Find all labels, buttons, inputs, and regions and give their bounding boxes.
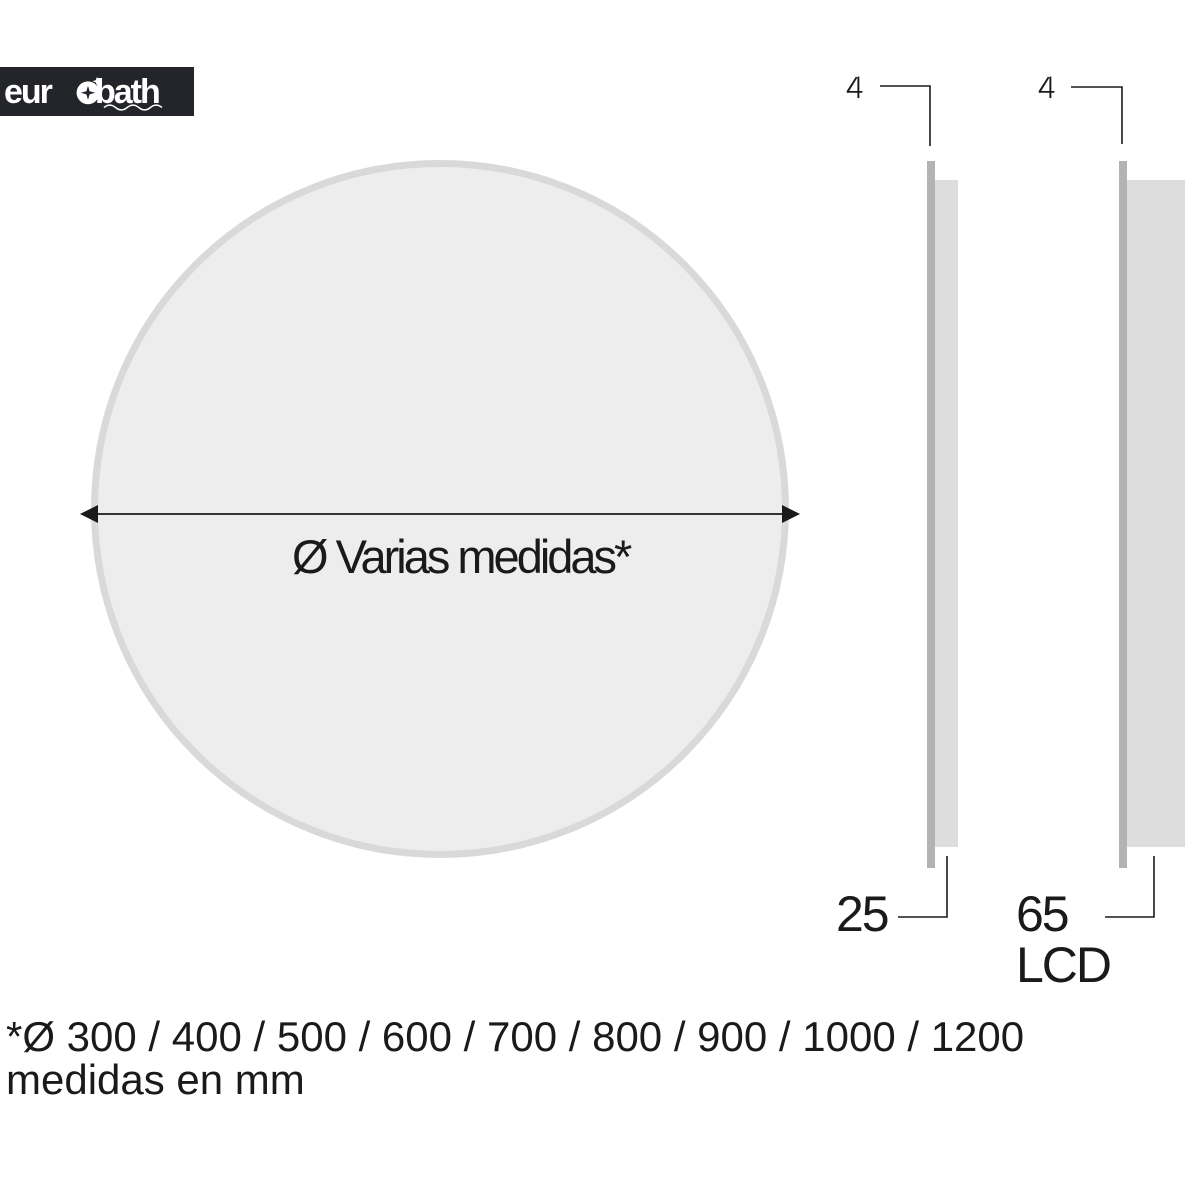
svg-text:eur: eur xyxy=(4,73,53,111)
svg-text:bath: bath xyxy=(95,73,159,111)
